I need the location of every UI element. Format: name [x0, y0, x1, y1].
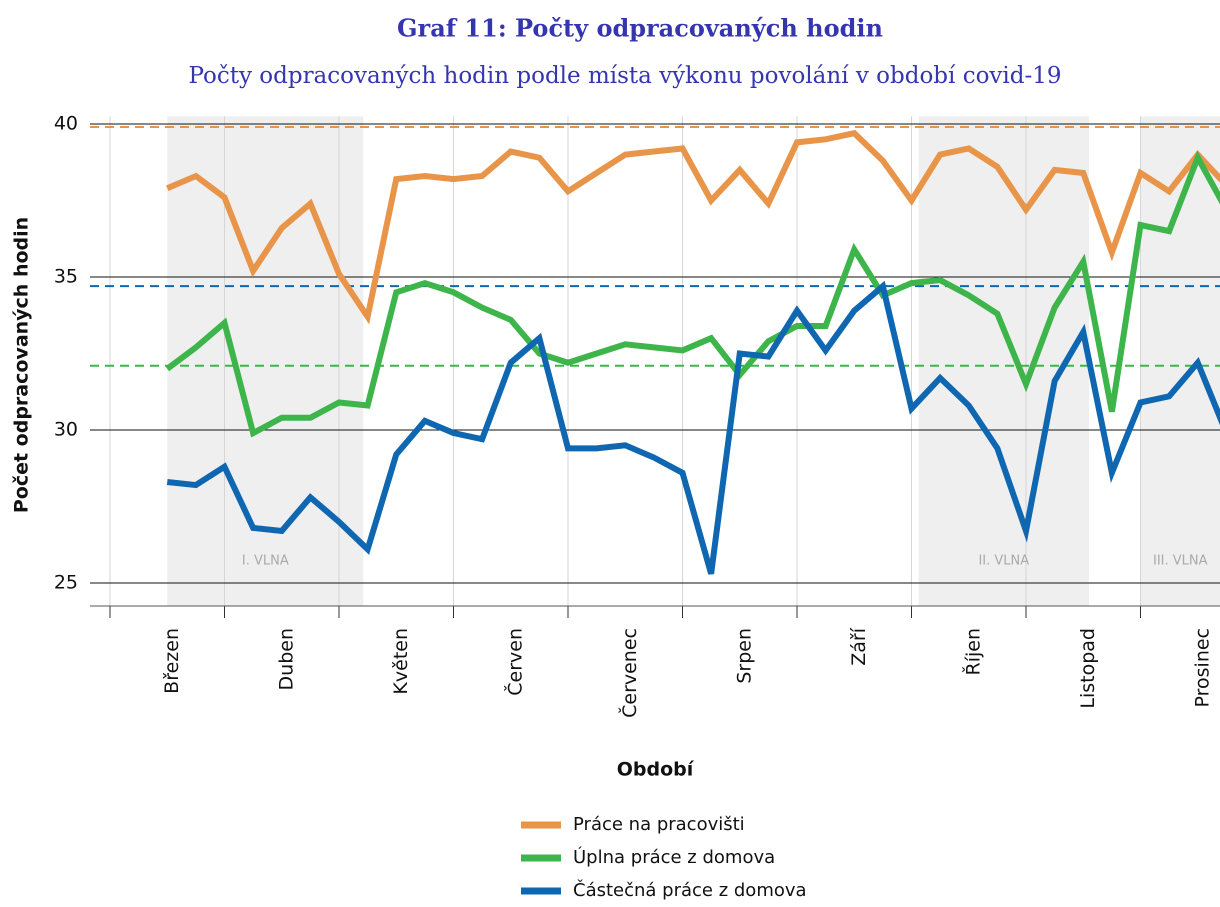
y-tick-label: 30 [54, 419, 78, 441]
wave-label: I. VLNA [242, 554, 289, 569]
wave-band [167, 116, 363, 606]
wave-label: II. VLNA [978, 554, 1029, 569]
legend-swatch [521, 855, 561, 862]
chart-subtitle: Počty odpracovaných hodin podle místa vý… [188, 63, 1061, 89]
y-tick-label: 25 [54, 572, 78, 594]
legend-label: Částečná práce z domova [573, 879, 807, 901]
wave-label: III. VLNA [1153, 554, 1208, 569]
x-tick-label: Září [848, 627, 870, 665]
legend-label: Úplna práce z domova [573, 846, 775, 868]
wave-band [1141, 116, 1220, 606]
x-tick-label: Duben [275, 628, 297, 690]
y-tick-label: 35 [54, 266, 78, 288]
x-tick-label: Prosinec [1191, 628, 1213, 708]
y-axis-title: Počet odpracovaných hodin [11, 217, 33, 513]
x-tick-label: Červen [502, 628, 526, 696]
y-tick-label: 40 [54, 113, 78, 135]
x-tick-label: Květen [390, 628, 412, 695]
legend-swatch [521, 822, 561, 829]
legend-label: Práce na pracovišti [573, 814, 745, 835]
x-tick-label: Srpen [733, 628, 755, 684]
chart-title: Graf 11: Počty odpracovaných hodin [397, 14, 883, 43]
x-tick-label: Březen [161, 628, 183, 694]
x-tick-label: Říjen [961, 628, 984, 676]
x-axis-title: Období [617, 759, 695, 781]
x-tick-label: Listopad [1077, 628, 1099, 709]
legend-swatch [521, 888, 561, 895]
x-tick-label: Červenec [617, 628, 641, 718]
